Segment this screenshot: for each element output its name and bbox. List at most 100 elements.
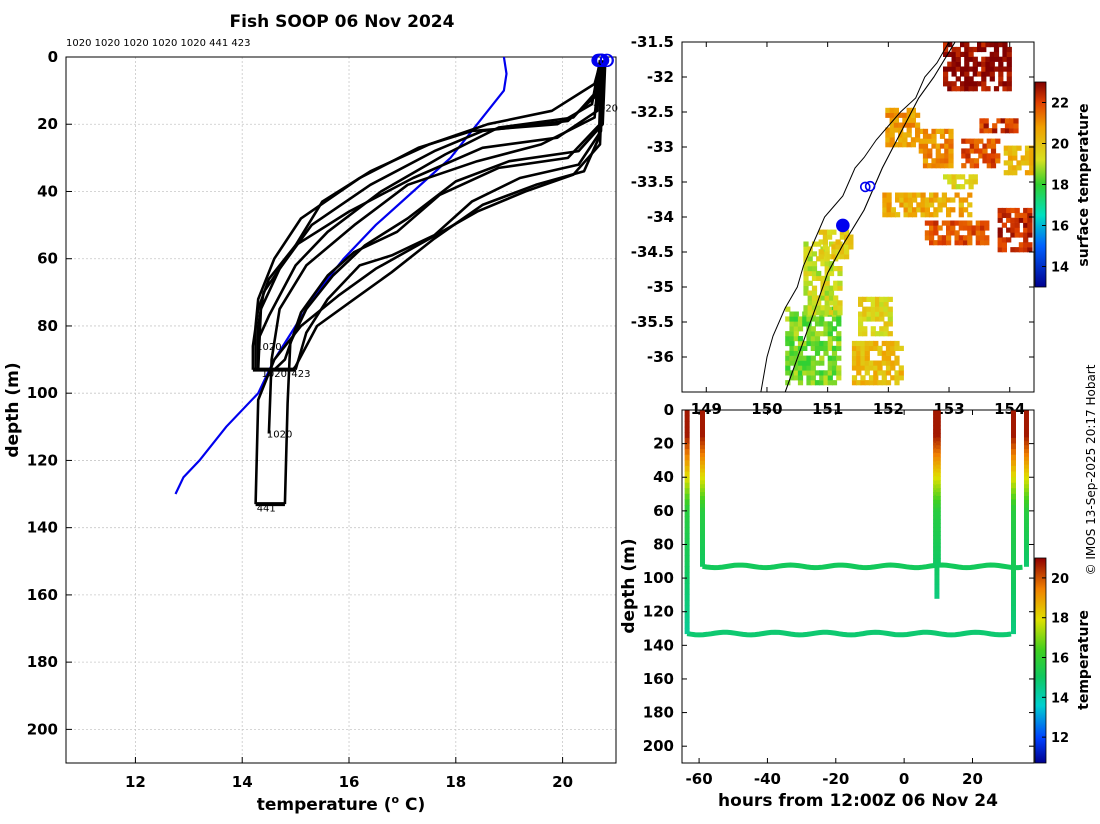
sst-cell	[827, 326, 833, 332]
map-lon-tick-label: 150	[751, 400, 782, 418]
drop-station-marker	[859, 181, 871, 193]
sst-cell	[918, 138, 924, 144]
sst-cell	[1003, 150, 1009, 156]
sst-cell	[1018, 212, 1024, 218]
sst-cell	[997, 237, 1003, 243]
sst-cell	[922, 153, 929, 159]
sst-cell	[937, 235, 943, 241]
sst-cell	[935, 163, 941, 169]
sst-cell	[885, 340, 892, 347]
sst-cell	[886, 202, 892, 208]
profile-x-tick-label: 12	[125, 773, 146, 791]
sst-cell	[816, 275, 822, 281]
sst-cell	[933, 240, 939, 246]
sst-cell	[827, 234, 833, 240]
sst-cell	[856, 345, 862, 351]
sst-cell	[985, 42, 991, 48]
sst-cell	[922, 158, 929, 164]
sst-cell	[803, 305, 809, 311]
sst-cell	[1002, 56, 1008, 62]
sst-cell	[828, 295, 835, 301]
sst-cell	[885, 142, 891, 148]
sst-cell	[992, 128, 998, 134]
sst-cell	[785, 355, 791, 361]
sst-cell	[820, 310, 826, 316]
sst-cell	[968, 86, 974, 92]
sst-cell	[947, 179, 953, 185]
sst-cell	[997, 227, 1003, 233]
sst-cell	[929, 212, 935, 218]
sst-cell	[816, 270, 822, 277]
profile-y-axis-label: depth (m)	[3, 362, 23, 457]
sst-cell	[981, 71, 987, 77]
sst-cell	[886, 192, 892, 198]
sst-cell	[797, 370, 804, 376]
sst-cell	[947, 42, 953, 48]
sst-cell	[793, 321, 799, 327]
sst-cell	[986, 163, 992, 169]
sst-cell	[1006, 56, 1012, 62]
sst-cell	[810, 355, 816, 361]
sst-cell	[1010, 232, 1016, 238]
sst-cell	[810, 370, 816, 376]
sst-cell	[961, 153, 967, 159]
sst-cell	[983, 118, 989, 124]
sst-cell	[915, 127, 921, 133]
sst-cell	[824, 305, 830, 311]
sst-cell	[797, 316, 804, 322]
temperature-colorbar-tick-label: 18	[1051, 612, 1069, 627]
sst-cell	[947, 174, 953, 180]
sst-cell	[1027, 247, 1033, 253]
sst-cell	[851, 350, 858, 356]
sst-cell	[967, 202, 973, 208]
sst-cell	[797, 350, 804, 356]
sst-cell	[960, 174, 966, 180]
sst-cell	[931, 158, 937, 164]
sst-cell	[963, 197, 969, 203]
sst-cell	[997, 232, 1003, 238]
sst-cell	[789, 375, 795, 381]
sst-cell	[885, 380, 892, 386]
sst-cell	[1027, 242, 1033, 248]
sst-cell	[875, 306, 881, 312]
profile-y-tick-label: 140	[27, 519, 58, 537]
sst-cell	[961, 148, 967, 154]
sst-cell	[803, 270, 809, 277]
sst-cell	[889, 107, 895, 113]
sst-cell	[955, 51, 961, 57]
sst-cell	[836, 316, 842, 322]
sst-cell	[870, 326, 876, 332]
sst-cell	[977, 42, 983, 48]
sst-cell	[981, 46, 987, 53]
sst-colorbar-tick-label: 16	[1051, 220, 1069, 235]
sst-cell	[785, 380, 791, 386]
sst-cell	[924, 230, 930, 236]
sst-cell	[993, 86, 1000, 92]
sst-cell	[977, 71, 983, 77]
sst-cell	[981, 66, 987, 72]
sst-cell	[968, 179, 974, 185]
timeseries-x-tick-label: 20	[962, 770, 983, 788]
sst-cell	[862, 306, 868, 312]
sst-cell	[1024, 150, 1031, 156]
sst-cell	[948, 143, 954, 149]
sst-cell	[837, 270, 843, 277]
sst-cell	[980, 220, 986, 226]
sst-cell	[918, 128, 924, 134]
sst-cell	[924, 202, 930, 208]
sst-cell	[958, 220, 964, 226]
coastline-path	[760, 42, 950, 392]
sst-cell	[915, 132, 921, 138]
sst-cell	[820, 290, 826, 296]
sst-cell	[824, 266, 830, 272]
sst-cell	[918, 148, 924, 154]
sst-cell	[886, 207, 892, 213]
profile-y-tick-label: 200	[27, 720, 58, 738]
sst-cell	[831, 345, 838, 351]
timeseries-chart: 0 20 40 60 80 100 120 140 160 180 200 -60 -40 -20 0 20…	[619, 401, 1092, 811]
sst-cell	[980, 225, 986, 231]
sst-cell	[941, 192, 947, 198]
sst-cell	[860, 365, 866, 371]
sst-cell	[1010, 222, 1016, 228]
sst-cell	[837, 305, 843, 311]
